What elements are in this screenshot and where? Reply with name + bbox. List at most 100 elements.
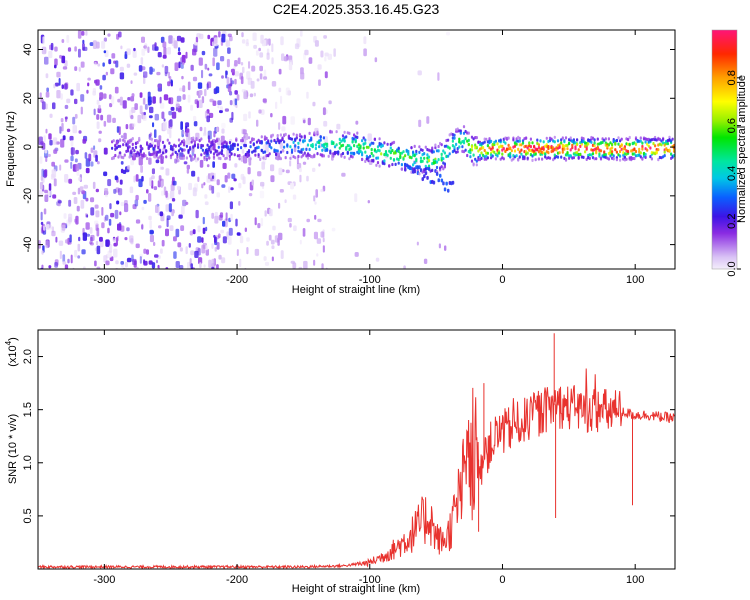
spectrogram-cell xyxy=(85,167,90,174)
spectrogram-cell xyxy=(61,84,64,89)
spectrogram-cell xyxy=(118,31,122,38)
spectrogram-cell xyxy=(194,99,199,105)
spectrogram-ridge-cell xyxy=(201,144,204,148)
spectrogram-ridge-cell xyxy=(413,154,416,158)
spectrogram-cell xyxy=(133,72,138,76)
spectrogram-ridge-cell xyxy=(647,144,650,148)
spectrogram-cell xyxy=(190,263,193,269)
spectrogram-cell xyxy=(95,188,99,193)
spectrogram-ridge-cell xyxy=(571,143,574,147)
spectrogram-cell xyxy=(149,66,153,75)
spectrogram-ridge-cell xyxy=(227,145,230,149)
spectrogram-ridge-cell xyxy=(548,156,552,160)
spectrogram-cell xyxy=(135,266,139,269)
spectrogram-cell xyxy=(203,182,206,186)
spectrogram-ridge-cell xyxy=(236,143,239,147)
spectrogram-cell xyxy=(290,116,295,125)
spectrogram-ridge-cell xyxy=(319,138,322,142)
spectrogram-ridge-cell xyxy=(259,157,262,161)
spectrogram-ridge-cell xyxy=(474,143,477,147)
spectrogram-ridge-cell xyxy=(670,152,673,156)
spectrogram-cell xyxy=(185,122,190,128)
spectrogram-ridge-cell xyxy=(182,138,185,142)
spectrogram-y-tick-label: 40 xyxy=(22,43,34,55)
spectrogram-cell xyxy=(227,172,231,179)
spectrogram-ridge-cell xyxy=(499,138,502,142)
spectrogram-cell xyxy=(96,114,100,120)
spectrogram-ridge-cell xyxy=(520,152,523,156)
spectrogram-cell xyxy=(189,230,193,236)
spectrogram-cell xyxy=(281,148,285,153)
spectrogram-cell xyxy=(333,48,336,57)
spectrogram-ridge-cell xyxy=(412,150,415,154)
spectrogram-ridge-cell xyxy=(572,156,575,160)
spectrogram-ridge-cell xyxy=(257,145,260,149)
spectrogram-cell xyxy=(234,60,238,67)
spectrogram-cell xyxy=(172,180,177,186)
spectrogram-cell xyxy=(40,175,43,181)
spectrogram-ridge-cell xyxy=(660,143,663,147)
spectrogram-ridge-cell xyxy=(300,150,303,154)
spectrogram-cell xyxy=(56,90,61,99)
spectrogram-cell xyxy=(166,218,169,228)
snr-multiplier-base: (x10 xyxy=(7,345,19,366)
spectrogram-x-tick-label: 100 xyxy=(626,274,644,286)
spectrogram-ridge-cell xyxy=(469,155,472,159)
spectrogram-cell xyxy=(110,68,115,75)
spectrogram-cell xyxy=(246,38,249,45)
spectrogram-cell xyxy=(160,36,165,43)
spectrogram-cell xyxy=(44,56,49,65)
spectrogram-ridge-cell xyxy=(376,161,380,165)
spectrogram-ridge-cell xyxy=(560,141,563,145)
spectrogram-y-tick-label: 20 xyxy=(22,92,34,104)
spectrogram-cell xyxy=(148,115,153,119)
spectrogram-ridge-cell xyxy=(389,146,392,150)
spectrogram-ridge-cell xyxy=(534,158,537,162)
spectrogram-cell xyxy=(278,87,282,93)
spectrogram-cell xyxy=(207,34,211,40)
spectrogram-cell xyxy=(118,126,121,135)
spectrogram-ridge-cell xyxy=(133,149,136,153)
spectrogram-cell xyxy=(312,167,316,172)
spectrogram-ridge-cell xyxy=(209,144,212,148)
spectrogram-cell xyxy=(140,165,143,173)
spectrogram-cell xyxy=(124,261,128,268)
spectrogram-cell xyxy=(149,234,154,243)
spectrogram-cell xyxy=(180,37,185,43)
spectrogram-cell xyxy=(61,224,66,231)
spectrogram-cell xyxy=(43,225,46,231)
spectrogram-ridge-cell xyxy=(609,141,612,145)
spectrogram-cell xyxy=(231,173,236,179)
spectrogram-ridge-cell xyxy=(595,151,598,155)
spectrogram-cell xyxy=(94,220,99,225)
spectrogram-ridge-cell xyxy=(426,153,429,157)
spectrogram-cell xyxy=(426,116,430,124)
spectrogram-ridge-cell xyxy=(633,147,636,151)
spectrogram-cell xyxy=(313,195,316,202)
spectrogram-ridge-cell xyxy=(230,152,233,156)
spectrogram-cell xyxy=(60,138,65,148)
spectrogram-cell xyxy=(198,99,203,108)
spectrogram-ridge-cell xyxy=(361,157,364,162)
spectrogram-cell xyxy=(111,53,116,59)
spectrogram-plot-area xyxy=(38,30,675,269)
spectrogram-cell xyxy=(69,234,72,243)
spectrogram-ridge-cell xyxy=(338,137,341,141)
spectrogram-cell xyxy=(161,239,165,247)
spectrogram-cell xyxy=(270,113,273,118)
spectrogram-cell xyxy=(280,95,283,104)
spectrogram-cell xyxy=(183,161,188,165)
spectrogram-cell xyxy=(259,73,263,80)
spectrogram-ridge-cell xyxy=(404,154,407,158)
spectrogram-ridge-cell xyxy=(182,156,185,160)
spectrogram-cell xyxy=(241,32,244,38)
spectrogram-cell xyxy=(149,106,154,114)
spectrogram-cell xyxy=(55,236,58,243)
spectrogram-ridge-cell xyxy=(343,139,346,143)
spectrogram-ridge-cell xyxy=(354,140,357,144)
spectrogram-ridge-cell xyxy=(314,143,317,147)
spectrogram-cell xyxy=(374,57,378,63)
spectrogram-ridge-cell xyxy=(197,143,200,147)
spectrogram-ridge-cell xyxy=(197,157,200,161)
